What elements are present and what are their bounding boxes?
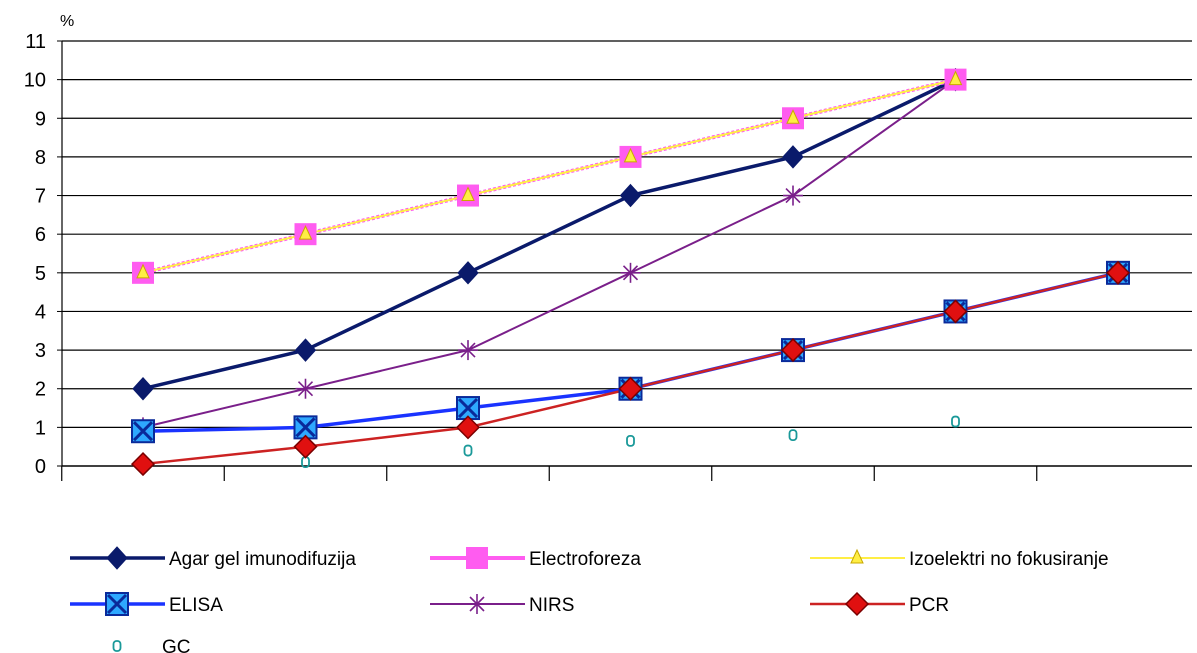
series-pcr-point bbox=[1105, 260, 1131, 285]
series-nirs-point bbox=[295, 378, 316, 399]
series-gc-point bbox=[463, 444, 473, 457]
y-tick-label: 3 bbox=[35, 340, 46, 362]
y-tick-label: 6 bbox=[35, 224, 46, 246]
y-tick-label: 0 bbox=[35, 456, 46, 478]
series-nirs-point bbox=[458, 340, 478, 361]
legend-item-elisa: ELISA bbox=[70, 592, 223, 616]
series-izoelektri-no-fokusiranje-point bbox=[786, 109, 800, 124]
series-izoelektri-no-fokusiranje-point bbox=[136, 263, 150, 279]
series-nirs-point bbox=[620, 262, 641, 283]
legend-marker bbox=[467, 594, 487, 614]
series-izoelektri-no-fokusiranje-line bbox=[142, 78, 956, 274]
y-tick-label: 2 bbox=[35, 379, 46, 401]
y-tick-label: 10 bbox=[24, 70, 46, 92]
series-agar-gel-imunodifuzija-point bbox=[457, 261, 479, 285]
legend-marker bbox=[106, 546, 128, 570]
series-gc-point bbox=[951, 415, 960, 428]
series-izoelektri-no-fokusiranje-point bbox=[623, 147, 638, 163]
legend-item-gc: GC bbox=[112, 637, 191, 653]
y-tick-label: 1 bbox=[35, 417, 46, 439]
legend: Agar gel imunodifuzija Electroforeza Izoel… bbox=[70, 546, 1109, 653]
y-axis-unit: % bbox=[60, 13, 74, 30]
series-pcr-point bbox=[618, 376, 643, 401]
series-nirs-point bbox=[783, 185, 803, 206]
series-elisa-line bbox=[142, 271, 1119, 433]
legend-item-izoelektri-no-fokusiranje: Izoelektri no fokusiranje bbox=[810, 548, 1109, 570]
series-gc-point bbox=[788, 429, 798, 441]
series-izoelektri-no-fokusiranje-point bbox=[461, 186, 475, 202]
legend-label: ELISA bbox=[169, 595, 223, 616]
series-agar-gel-imunodifuzija-line bbox=[142, 78, 957, 391]
series-pcr-point bbox=[943, 299, 968, 324]
series-pcr-point bbox=[455, 415, 481, 440]
series-izoelektri-no-fokusiranje-point bbox=[948, 70, 963, 86]
series-pcr-point bbox=[780, 338, 806, 363]
series-pcr-point bbox=[130, 452, 156, 477]
series-nirs-line bbox=[142, 78, 957, 429]
legend-label: GC bbox=[162, 637, 191, 653]
series-agar-gel-imunodifuzija-point bbox=[294, 338, 317, 362]
series-agar-gel-imunodifuzija-point bbox=[619, 183, 642, 208]
series-pcr-point bbox=[293, 434, 318, 459]
legend-marker bbox=[466, 547, 488, 569]
series-gc-point bbox=[626, 434, 635, 447]
y-tick-label: 8 bbox=[35, 147, 46, 169]
series-izoelektri-no-fokusiranje-point bbox=[298, 224, 313, 240]
y-tick-labels: 0 1 2 3 4 5 6 7 8 9 10 11 bbox=[24, 31, 62, 478]
series-agar-gel-imunodifuzija-point bbox=[132, 376, 154, 401]
series-elisa-point bbox=[131, 419, 155, 444]
series-agar-gel-imunodifuzija-point bbox=[782, 145, 804, 169]
series-markers bbox=[130, 67, 1131, 477]
legend-marker bbox=[112, 640, 122, 652]
legend-item-agar-gel-imunodifuzija: Agar gel imunodifuzija bbox=[70, 546, 356, 570]
legend-label: PCR bbox=[909, 595, 949, 616]
legend-item-pcr: PCR bbox=[810, 591, 949, 617]
series-elisa-point bbox=[456, 396, 480, 421]
legend-marker bbox=[844, 591, 870, 617]
legend-label: Electroforeza bbox=[529, 549, 641, 570]
y-tick-label: 11 bbox=[25, 31, 46, 53]
legend-label: Agar gel imunodifuzija bbox=[169, 549, 356, 570]
y-tick-label: 5 bbox=[35, 263, 46, 285]
x-axis bbox=[61, 466, 1038, 481]
legend-label: Izoelektri no fokusiranje bbox=[909, 549, 1109, 570]
legend-marker bbox=[105, 592, 129, 616]
y-tick-label: 9 bbox=[35, 108, 46, 130]
y-tick-label: 7 bbox=[35, 186, 46, 208]
legend-marker bbox=[850, 548, 864, 564]
legend-item-electroforeza: Electroforeza bbox=[430, 547, 641, 570]
y-tick-label: 4 bbox=[35, 301, 46, 323]
legend-item-nirs: NIRS bbox=[430, 594, 574, 616]
legend-label: NIRS bbox=[529, 595, 574, 616]
